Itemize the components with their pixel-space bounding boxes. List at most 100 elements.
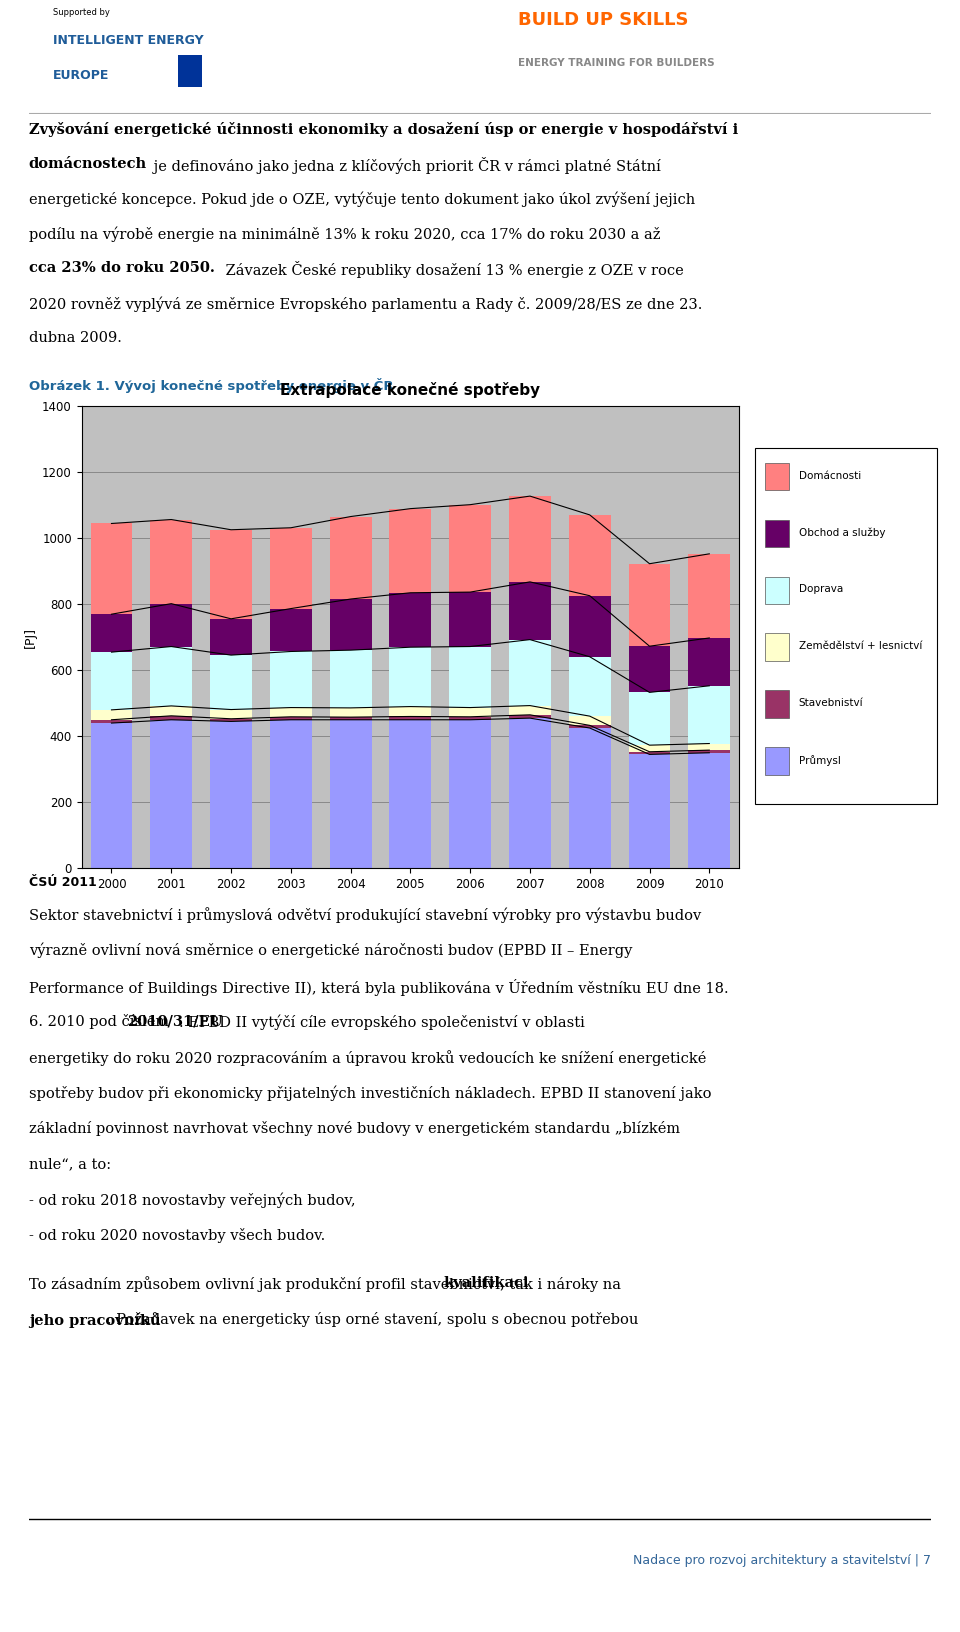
Text: jeho pracovníků: jeho pracovníků <box>29 1312 160 1328</box>
FancyBboxPatch shape <box>756 449 937 805</box>
Text: ENERGY TRAINING FOR BUILDERS: ENERGY TRAINING FOR BUILDERS <box>518 59 715 69</box>
Text: domácnostech: domácnostech <box>29 157 147 171</box>
Bar <box>569 725 611 728</box>
Bar <box>509 496 551 583</box>
Bar <box>151 604 192 646</box>
Bar <box>90 723 132 868</box>
Bar <box>210 710 252 718</box>
Bar <box>509 583 551 640</box>
Bar <box>629 746 670 752</box>
Text: Stavebniství: Stavebniství <box>799 698 863 708</box>
Bar <box>90 614 132 653</box>
Text: To zásadním způsobem ovlivní jak produkční profil stavebnictví, tak i nároky na: To zásadním způsobem ovlivní jak produkč… <box>29 1276 625 1293</box>
Bar <box>390 720 431 868</box>
Text: BUILD UP SKILLS: BUILD UP SKILLS <box>518 10 689 29</box>
Text: Nadace pro rozvoj architektury a stavitelství | 7: Nadace pro rozvoj architektury a stavite… <box>634 1554 931 1567</box>
Bar <box>569 716 611 725</box>
Bar <box>449 504 492 592</box>
Bar <box>449 720 492 868</box>
Bar <box>329 599 372 650</box>
Text: Závazek České republiky dosažení 13 % energie z OZE v roce: Závazek České republiky dosažení 13 % en… <box>221 261 684 279</box>
Bar <box>509 640 551 705</box>
Text: Performance of Buildings Directive II), která byla publikována v Úředním věstník: Performance of Buildings Directive II), … <box>29 979 729 996</box>
Bar <box>210 721 252 868</box>
Text: základní povinnost navrhovat všechny nové budovy v energetickém standardu „blízk: základní povinnost navrhovat všechny nov… <box>29 1121 680 1136</box>
Bar <box>390 592 431 648</box>
Text: . EPBD II vytýčí cíle evropského společeniství v oblasti: . EPBD II vytýčí cíle evropského společe… <box>180 1013 586 1030</box>
Bar <box>390 716 431 720</box>
Bar <box>270 708 312 716</box>
Bar <box>569 596 611 656</box>
Text: spotřeby budov při ekonomicky přijatelných investičních nákladech. EPBD II stano: spotřeby budov při ekonomicky přijatelný… <box>29 1085 711 1102</box>
Bar <box>449 708 492 716</box>
Bar <box>449 592 492 646</box>
Bar <box>210 619 252 654</box>
Bar <box>688 638 731 685</box>
FancyBboxPatch shape <box>765 519 789 547</box>
Bar <box>629 563 670 646</box>
FancyBboxPatch shape <box>765 690 789 718</box>
FancyBboxPatch shape <box>765 633 789 661</box>
Text: podílu na výrobě energie na minimálně 13% k roku 2020, cca 17% do roku 2030 a až: podílu na výrobě energie na minimálně 13… <box>29 227 660 242</box>
Text: Sektor stavebnictví i průmyslová odvětví produkující stavební výrobky pro výstav: Sektor stavebnictví i průmyslová odvětví… <box>29 907 701 924</box>
Bar <box>270 716 312 720</box>
Bar <box>629 752 670 754</box>
Y-axis label: [PJ]: [PJ] <box>24 627 36 648</box>
Bar <box>569 516 611 596</box>
FancyBboxPatch shape <box>765 463 789 490</box>
Bar <box>688 553 731 638</box>
Bar <box>329 650 372 708</box>
Bar <box>90 653 132 710</box>
Bar <box>688 685 731 744</box>
Text: dubna 2009.: dubna 2009. <box>29 331 122 346</box>
Text: výrazně ovlivní nová směrnice o energetické náročnosti budov (EPBD II – Energy: výrazně ovlivní nová směrnice o energeti… <box>29 943 633 958</box>
Text: INTELLIGENT ENERGY: INTELLIGENT ENERGY <box>53 34 204 47</box>
Bar <box>449 716 492 720</box>
Text: Zvyšování energetické účinnosti ekonomiky a dosažení úsp or energie v hospodářst: Zvyšování energetické účinnosti ekonomik… <box>29 122 738 137</box>
Bar <box>210 654 252 710</box>
Bar <box>270 527 312 609</box>
Bar <box>151 720 192 868</box>
Text: Supported by: Supported by <box>53 8 109 18</box>
Text: Domácnosti: Domácnosti <box>799 470 861 480</box>
Bar <box>390 509 431 592</box>
Bar <box>509 715 551 718</box>
Text: EUROPE: EUROPE <box>53 69 109 82</box>
Bar <box>270 609 312 651</box>
Bar <box>509 705 551 715</box>
Bar <box>569 656 611 716</box>
Bar <box>210 530 252 619</box>
Bar <box>329 720 372 868</box>
Text: Obrázek 1. Vývoj konečné spotřeby energie v ČR: Obrázek 1. Vývoj konečné spotřeby energi… <box>29 377 394 393</box>
Text: je definováno jako jedna z klíčových priorit ČR v rámci platné Státní: je definováno jako jedna z klíčových pri… <box>149 157 660 173</box>
FancyBboxPatch shape <box>178 55 202 86</box>
Text: cca 23% do roku 2050.: cca 23% do roku 2050. <box>29 261 215 276</box>
Bar <box>151 716 192 720</box>
Title: Extrapolace konečné spotřeby: Extrapolace konečné spotřeby <box>280 382 540 398</box>
Bar <box>151 646 192 707</box>
Text: Doprava: Doprava <box>799 584 843 594</box>
Bar <box>329 708 372 716</box>
Text: 2010/31/EU: 2010/31/EU <box>128 1013 223 1028</box>
Bar <box>270 720 312 868</box>
Text: Obchod a služby: Obchod a služby <box>799 527 885 537</box>
Bar <box>90 524 132 614</box>
Bar <box>449 646 492 708</box>
Text: Zemědělství + lesnictví: Zemědělství + lesnictví <box>799 641 922 651</box>
Bar <box>509 718 551 868</box>
Bar <box>629 692 670 746</box>
FancyBboxPatch shape <box>765 576 789 604</box>
Bar <box>629 646 670 692</box>
Text: - od roku 2020 novostavby všech budov.: - od roku 2020 novostavby všech budov. <box>29 1229 325 1244</box>
Text: energetiky do roku 2020 rozpracováním a úpravou kroků vedoucích ke snížení energ: energetiky do roku 2020 rozpracováním a … <box>29 1049 707 1066</box>
Text: - od roku 2018 novostavby veřejných budov,: - od roku 2018 novostavby veřejných budo… <box>29 1193 355 1208</box>
Text: nule“, a to:: nule“, a to: <box>29 1157 111 1170</box>
Bar <box>270 651 312 708</box>
Text: Průmysl: Průmysl <box>799 754 840 765</box>
Text: energetické koncepce. Pokud jde o OZE, vytýčuje tento dokument jako úkol zvýšení: energetické koncepce. Pokud jde o OZE, v… <box>29 191 695 207</box>
Text: . Požadavek na energeticky úsp orné stavení, spolu s obecnou potřebou: . Požadavek na energeticky úsp orné stav… <box>107 1312 638 1327</box>
Bar <box>151 707 192 716</box>
Bar <box>210 718 252 721</box>
Bar <box>90 720 132 723</box>
Bar <box>569 728 611 868</box>
